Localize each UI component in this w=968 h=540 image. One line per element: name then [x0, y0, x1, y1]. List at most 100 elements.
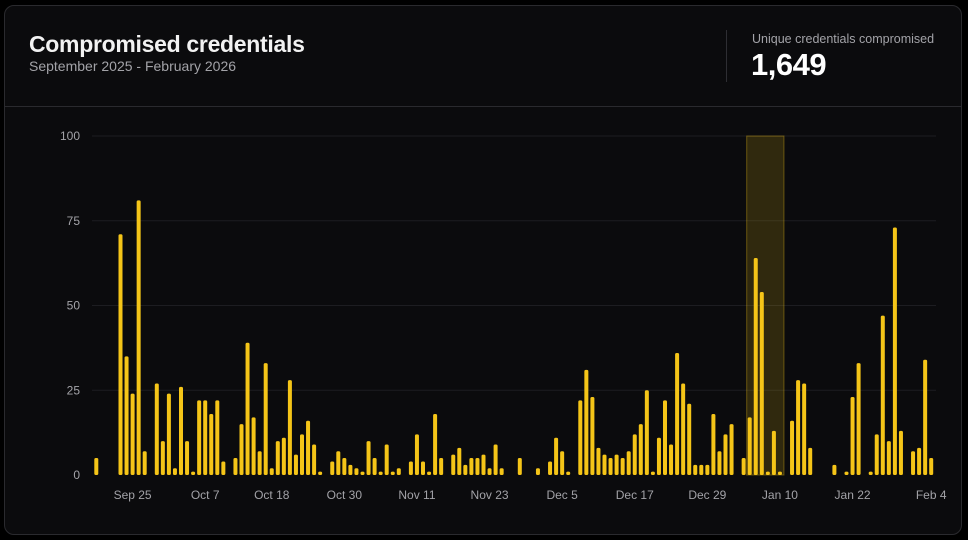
bar[interactable]	[741, 458, 746, 475]
bar[interactable]	[427, 471, 432, 475]
bar[interactable]	[747, 417, 752, 475]
bar[interactable]	[711, 413, 716, 475]
bar[interactable]	[759, 291, 764, 475]
bar[interactable]	[850, 397, 855, 475]
bar[interactable]	[312, 444, 317, 475]
bar[interactable]	[287, 380, 292, 475]
bar[interactable]	[257, 451, 262, 475]
bar[interactable]	[856, 363, 861, 475]
bar[interactable]	[421, 461, 425, 475]
bar[interactable]	[874, 434, 879, 475]
bar[interactable]	[578, 400, 583, 475]
bar[interactable]	[638, 424, 643, 475]
bar[interactable]	[306, 420, 311, 475]
bar[interactable]	[94, 458, 99, 475]
bar[interactable]	[669, 444, 674, 475]
bar[interactable]	[463, 464, 468, 475]
bar[interactable]	[300, 434, 304, 475]
bar[interactable]	[777, 471, 782, 475]
bar[interactable]	[203, 400, 208, 475]
bar[interactable]	[124, 356, 129, 475]
bar[interactable]	[342, 458, 347, 475]
bar[interactable]	[729, 424, 734, 475]
bar[interactable]	[166, 393, 171, 475]
bar[interactable]	[251, 417, 256, 475]
bar[interactable]	[566, 471, 571, 475]
bar[interactable]	[699, 464, 704, 475]
bar[interactable]	[197, 400, 202, 475]
bar[interactable]	[765, 471, 770, 475]
bar[interactable]	[614, 454, 619, 475]
bar[interactable]	[917, 447, 922, 475]
bar[interactable]	[717, 451, 722, 475]
bar[interactable]	[620, 458, 625, 475]
bar[interactable]	[771, 430, 776, 475]
bar[interactable]	[318, 471, 323, 475]
bar[interactable]	[650, 471, 655, 475]
bar[interactable]	[584, 369, 589, 475]
bar[interactable]	[802, 383, 807, 475]
bar[interactable]	[590, 397, 595, 475]
bar[interactable]	[293, 454, 298, 475]
bar[interactable]	[602, 454, 607, 475]
bar[interactable]	[396, 468, 401, 475]
bar[interactable]	[118, 234, 123, 475]
bar[interactable]	[221, 461, 226, 475]
bar[interactable]	[185, 441, 190, 475]
bar[interactable]	[663, 400, 667, 475]
bar[interactable]	[753, 258, 758, 475]
bar[interactable]	[372, 458, 377, 475]
bar[interactable]	[868, 471, 873, 475]
bar[interactable]	[191, 471, 196, 475]
bar[interactable]	[656, 437, 661, 475]
bar[interactable]	[796, 380, 801, 475]
bar[interactable]	[832, 464, 837, 475]
bar[interactable]	[336, 451, 341, 475]
bar[interactable]	[499, 468, 504, 475]
bar[interactable]	[281, 437, 286, 475]
bar[interactable]	[723, 434, 728, 475]
bar[interactable]	[408, 461, 413, 475]
bar[interactable]	[705, 464, 710, 475]
bar[interactable]	[215, 400, 220, 475]
bar[interactable]	[892, 227, 897, 475]
bar[interactable]	[160, 441, 165, 475]
bar[interactable]	[517, 458, 522, 475]
bar[interactable]	[354, 468, 359, 475]
bar[interactable]	[360, 471, 365, 475]
bar[interactable]	[554, 437, 559, 475]
bar[interactable]	[172, 468, 177, 475]
bar[interactable]	[560, 451, 565, 475]
highlighted-range[interactable]	[746, 135, 785, 476]
bar[interactable]	[378, 471, 383, 475]
bar[interactable]	[911, 451, 916, 475]
bar[interactable]	[457, 447, 462, 475]
bar[interactable]	[414, 434, 419, 475]
bar[interactable]	[390, 471, 395, 475]
bar[interactable]	[384, 444, 389, 475]
bar[interactable]	[233, 458, 238, 475]
bar[interactable]	[548, 461, 553, 475]
bar[interactable]	[844, 471, 849, 475]
bar[interactable]	[130, 393, 135, 475]
bar[interactable]	[348, 464, 353, 475]
bar[interactable]	[475, 458, 480, 475]
bar[interactable]	[493, 444, 498, 475]
bar[interactable]	[929, 458, 934, 475]
bar[interactable]	[790, 420, 795, 475]
bar[interactable]	[209, 413, 214, 475]
bar[interactable]	[535, 468, 540, 475]
bar[interactable]	[675, 352, 680, 475]
bar[interactable]	[154, 383, 159, 475]
bar[interactable]	[433, 413, 438, 475]
bar[interactable]	[179, 386, 183, 475]
bar[interactable]	[687, 403, 692, 475]
bar[interactable]	[632, 434, 637, 475]
bar[interactable]	[245, 342, 250, 475]
bar[interactable]	[439, 458, 444, 475]
bar[interactable]	[681, 383, 686, 475]
bar[interactable]	[142, 451, 147, 475]
bar[interactable]	[880, 315, 885, 475]
bar[interactable]	[644, 390, 649, 475]
bar[interactable]	[898, 430, 903, 475]
